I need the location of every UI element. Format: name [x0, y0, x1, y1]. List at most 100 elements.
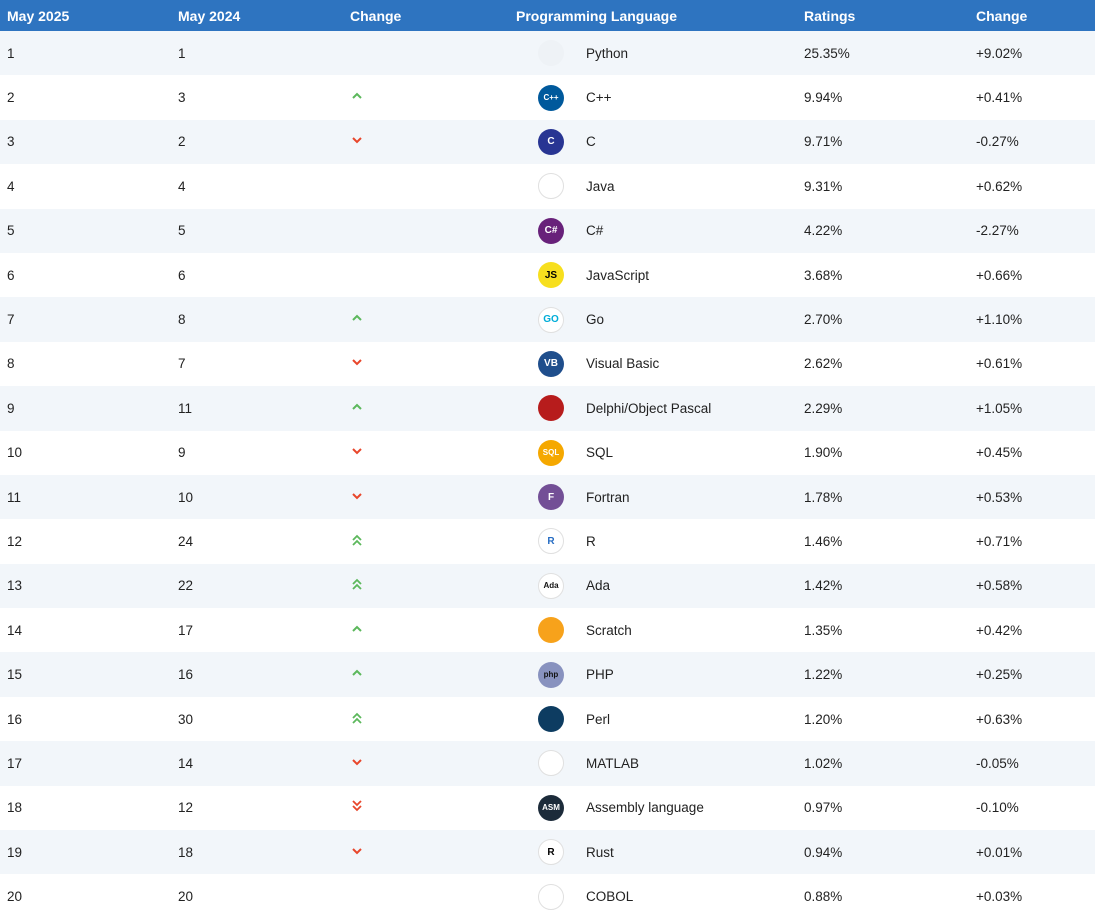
- language-name: Scratch: [586, 622, 632, 638]
- previous-rank: 17: [178, 622, 194, 638]
- table-row: 14 17 Scratch 1.35% +0.42%: [0, 608, 1095, 652]
- table-row: 5 5 C# C# 4.22% -2.27%: [0, 208, 1095, 253]
- rating-change: +1.05%: [976, 400, 1023, 416]
- previous-rank: 12: [178, 800, 194, 816]
- previous-rank: 2: [178, 134, 186, 150]
- sql-logo-icon: SQL: [538, 439, 564, 466]
- language-logo-cell: [516, 706, 586, 733]
- language-name: Fortran: [586, 489, 630, 505]
- header-ratings[interactable]: Ratings: [804, 7, 856, 24]
- rank-change-cell: [344, 799, 516, 816]
- rank-change-cell: [344, 711, 516, 728]
- rank-change-cell: [344, 666, 516, 683]
- visual-basic-logo-icon: VB: [538, 350, 564, 377]
- header-may-2024[interactable]: May 2024: [178, 7, 241, 24]
- c-logo-icon: C: [538, 128, 564, 155]
- rating-change: -0.27%: [976, 134, 1019, 150]
- language-logo-cell: [516, 750, 586, 777]
- language-name: Python: [586, 45, 629, 61]
- rating-change: +0.66%: [976, 267, 1023, 283]
- double-chevron-up-icon: [350, 711, 364, 725]
- table-row: 7 8 GO Go 2.70% +1.10%: [0, 297, 1095, 342]
- chevron-up-icon: [350, 666, 364, 680]
- table-row: 19 18 R Rust 0.94% +0.01%: [0, 830, 1095, 875]
- current-rank: 3: [7, 134, 15, 150]
- chevron-up-icon: [350, 400, 364, 414]
- current-rank: 10: [7, 445, 23, 461]
- assembly-logo-icon: ASM: [538, 794, 564, 821]
- language-name: COBOL: [586, 889, 634, 905]
- current-rank: 17: [7, 755, 23, 771]
- language-name: Delphi/Object Pascal: [586, 400, 712, 416]
- language-name: Java: [586, 178, 615, 194]
- rank-change-cell: [344, 622, 516, 639]
- chevron-up-icon: [350, 311, 364, 325]
- rating: 2.70%: [804, 312, 843, 328]
- fortran-logo-icon: F: [538, 484, 564, 511]
- rating-change: +0.63%: [976, 711, 1023, 727]
- cobol-logo-icon: [538, 883, 564, 910]
- current-rank: 12: [7, 533, 23, 549]
- perl-logo-icon: [538, 706, 564, 733]
- rank-change-cell: [344, 755, 516, 772]
- language-logo-cell: [516, 883, 586, 910]
- table-row: 18 12 ASM Assembly language 0.97% -0.10%: [0, 786, 1095, 830]
- rating: 1.35%: [804, 622, 843, 638]
- no-change: [350, 222, 364, 236]
- rating-change: +0.01%: [976, 844, 1023, 860]
- rating-change: -0.05%: [976, 755, 1019, 771]
- language-name: PHP: [586, 667, 614, 683]
- chevron-down-icon: [350, 755, 364, 769]
- previous-rank: 20: [178, 889, 194, 905]
- table-row: 20 20 COBOL 0.88% +0.03%: [0, 874, 1095, 918]
- table-row: 6 6 JS JavaScript 3.68% +0.66%: [0, 253, 1095, 297]
- language-name: C#: [586, 223, 604, 239]
- rating-change: +0.62%: [976, 178, 1023, 194]
- rank-change-cell: [344, 355, 516, 372]
- rating-change: -2.27%: [976, 223, 1019, 239]
- table-row: 16 30 Perl 1.20% +0.63%: [0, 697, 1095, 741]
- current-rank: 5: [7, 223, 15, 239]
- language-name: Go: [586, 312, 605, 328]
- rating: 4.22%: [804, 223, 843, 239]
- previous-rank: 24: [178, 533, 194, 549]
- rating-change: +9.02%: [976, 45, 1023, 61]
- header-may-2025[interactable]: May 2025: [7, 7, 70, 24]
- previous-rank: 16: [178, 667, 194, 683]
- rating-change: +1.10%: [976, 312, 1023, 328]
- rating-change: +0.25%: [976, 667, 1023, 683]
- chevron-down-icon: [350, 133, 364, 147]
- rating: 3.68%: [804, 267, 843, 283]
- previous-rank: 6: [178, 267, 186, 283]
- header-rank-change[interactable]: Change: [350, 7, 402, 24]
- rank-change-cell: [344, 267, 516, 284]
- rating: 1.90%: [804, 445, 843, 461]
- rust-logo-icon: R: [538, 839, 564, 866]
- chevron-down-icon: [350, 844, 364, 858]
- current-rank: 6: [7, 267, 15, 283]
- previous-rank: 10: [178, 489, 194, 505]
- csharp-logo-icon: C#: [538, 217, 564, 244]
- header-programming-language[interactable]: Programming Language: [516, 7, 678, 24]
- language-name: Assembly language: [586, 800, 704, 816]
- rating: 1.42%: [804, 578, 843, 594]
- current-rank: 11: [7, 489, 22, 505]
- table-row: 3 2 C C 9.71% -0.27%: [0, 119, 1095, 165]
- language-name: MATLAB: [586, 755, 640, 771]
- previous-rank: 9: [178, 445, 186, 461]
- rating-change: +0.58%: [976, 578, 1023, 594]
- rating-change: +0.42%: [976, 622, 1023, 638]
- language-logo-cell: C: [516, 128, 586, 155]
- rank-change-cell: [344, 489, 516, 506]
- header-rating-change[interactable]: Change: [976, 7, 1028, 24]
- previous-rank: 5: [178, 223, 186, 239]
- previous-rank: 18: [178, 844, 194, 860]
- rank-change-cell: [344, 533, 516, 550]
- rating: 9.71%: [804, 134, 843, 150]
- chevron-up-icon: [350, 89, 364, 103]
- rank-change-cell: [344, 133, 516, 150]
- rank-change-cell: [344, 888, 516, 905]
- rank-change-cell: [344, 45, 516, 62]
- rating-change: +0.03%: [976, 889, 1023, 905]
